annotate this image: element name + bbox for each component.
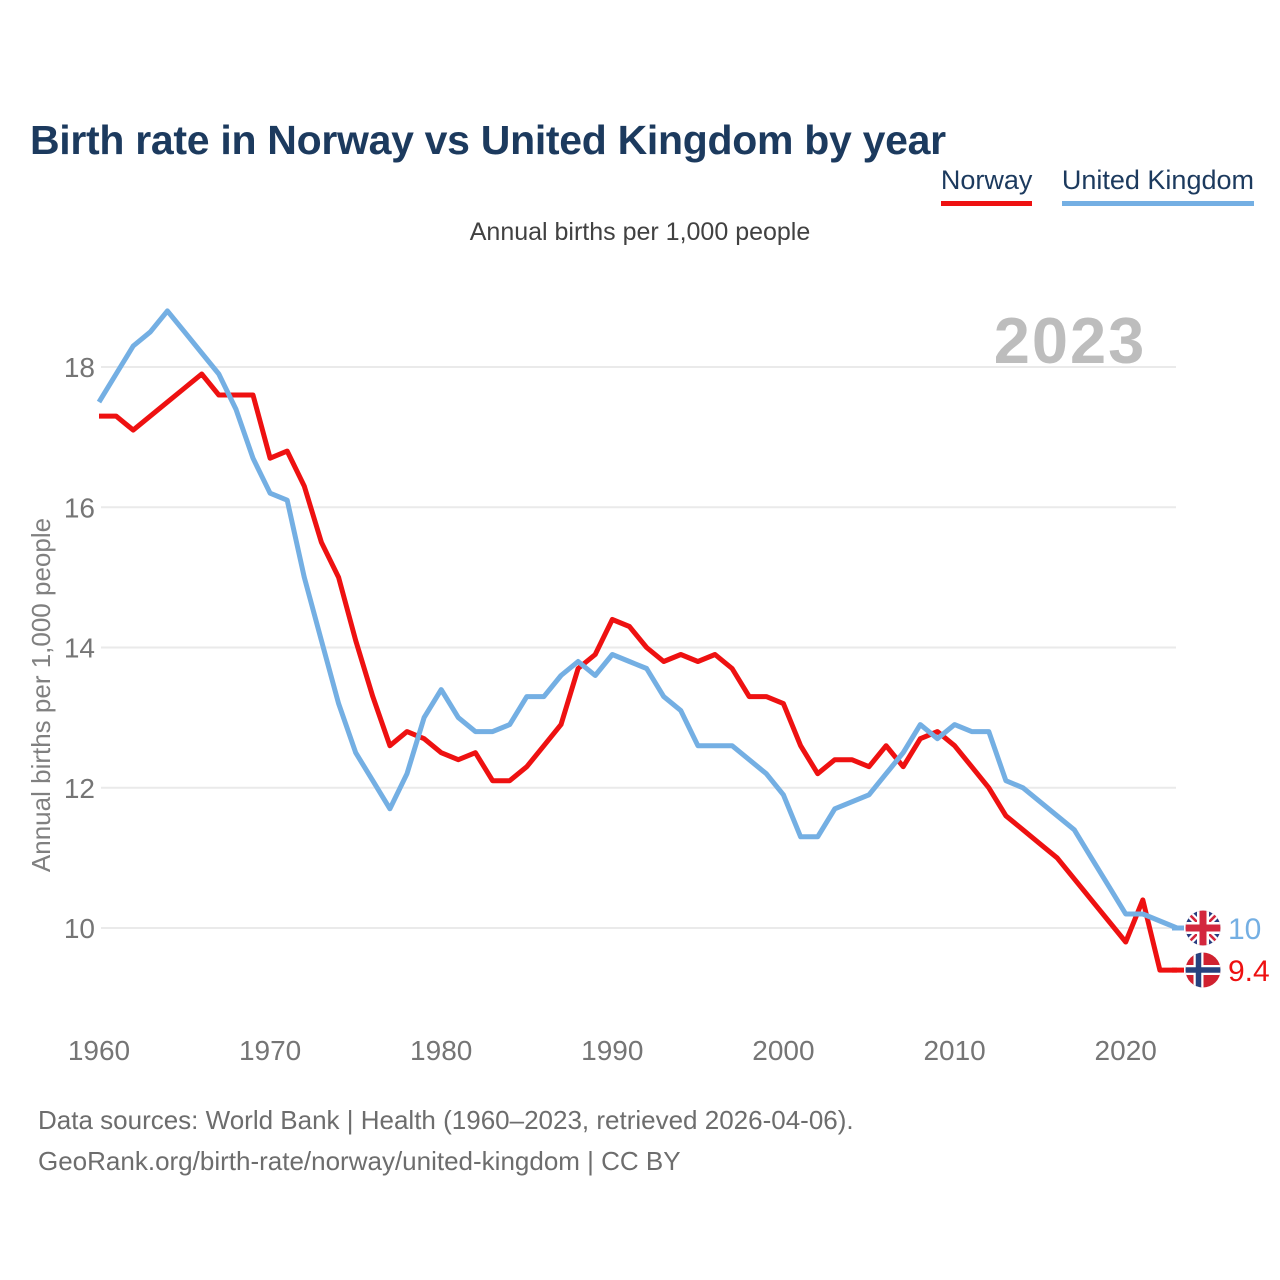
x-tick-label: 1990 — [581, 1035, 643, 1066]
uk-end-value: 10 — [1228, 913, 1261, 946]
y-tick-label: 14 — [64, 633, 95, 664]
y-tick-label: 16 — [64, 492, 95, 523]
footer: Data sources: World Bank | Health (1960–… — [38, 1100, 854, 1182]
x-tick-label: 2000 — [752, 1035, 814, 1066]
x-axis-tick-labels: 1960 1970 1980 1990 2000 2010 2020 — [68, 1035, 1157, 1066]
page-title: Birth rate in Norway vs United Kingdom b… — [30, 117, 946, 164]
gridlines — [101, 366, 1176, 929]
footer-attribution: GeoRank.org/birth-rate/norway/united-kin… — [38, 1146, 681, 1176]
line-norway — [99, 371, 1177, 973]
x-tick-label: 2020 — [1095, 1035, 1157, 1066]
footer-data-sources: Data sources: World Bank | Health (1960–… — [38, 1105, 854, 1135]
y-axis-title: Annual births per 1,000 people — [26, 518, 56, 872]
legend: Norway United Kingdom — [919, 165, 1254, 206]
y-axis-tick-labels: 10 12 14 16 18 — [64, 352, 95, 944]
chart-subtitle: Annual births per 1,000 people — [469, 218, 811, 246]
x-tick-label: 1980 — [410, 1035, 472, 1066]
y-tick-label: 18 — [64, 352, 95, 383]
x-tick-label: 1960 — [68, 1035, 130, 1066]
legend-item-united-kingdom[interactable]: United Kingdom — [1061, 165, 1254, 206]
data-series-lines — [96, 308, 1184, 973]
uk-flag-icon — [1185, 910, 1221, 946]
chart-canvas: 2023 Annual births per 1,000 people 10 12… — [26, 304, 1270, 1066]
legend-item-norway[interactable]: Norway — [940, 165, 1033, 206]
year-watermark: 2023 — [994, 304, 1147, 377]
line-united-kingdom — [96, 308, 1178, 931]
norway-end-value: 9.4 — [1228, 955, 1270, 988]
y-tick-label: 10 — [64, 913, 95, 944]
norway-flag-icon — [1185, 952, 1221, 988]
y-tick-label: 12 — [64, 773, 95, 804]
x-tick-label: 2010 — [923, 1035, 985, 1066]
x-tick-label: 1970 — [239, 1035, 301, 1066]
